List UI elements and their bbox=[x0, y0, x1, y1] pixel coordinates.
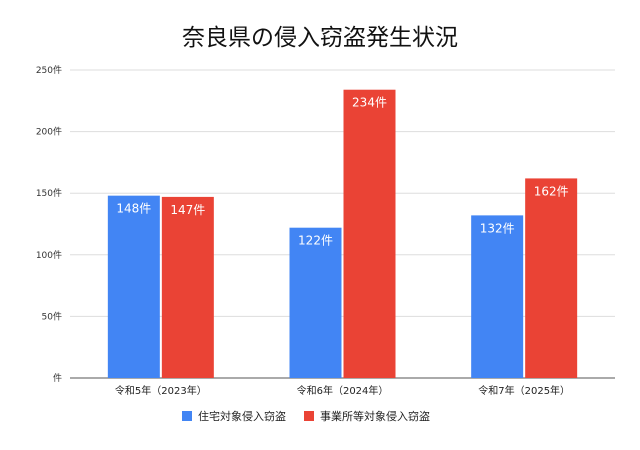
legend-swatch bbox=[304, 411, 314, 421]
bar bbox=[343, 89, 396, 378]
data-label: 147件 bbox=[170, 203, 205, 217]
x-tick-label: 令和5年（2023年） bbox=[115, 384, 207, 397]
legend-label: 事業所等対象侵入窃盗 bbox=[320, 409, 430, 423]
x-tick-label: 令和7年（2025年） bbox=[478, 384, 570, 397]
data-label: 148件 bbox=[116, 202, 151, 216]
y-axis: 件 50件 100件 150件 200件 250件 bbox=[36, 64, 62, 384]
data-label: 234件 bbox=[352, 96, 387, 110]
data-label: 122件 bbox=[298, 234, 333, 248]
bar bbox=[525, 178, 578, 378]
data-labels: 148件 147件 122件 234件 132件 162件 bbox=[116, 96, 568, 248]
legend: 住宅対象侵入窃盗 事業所等対象侵入窃盗 bbox=[182, 409, 430, 423]
bar bbox=[161, 196, 214, 378]
gridlines bbox=[70, 69, 615, 379]
bar bbox=[107, 195, 160, 378]
y-tick-label: 100件 bbox=[36, 249, 62, 261]
y-tick-label: 件 bbox=[53, 372, 62, 384]
chart-title: 奈良県の侵入窃盗発生状況 bbox=[182, 25, 458, 51]
legend-swatch bbox=[182, 411, 192, 421]
y-tick-label: 200件 bbox=[36, 126, 62, 138]
y-tick-label: 250件 bbox=[36, 64, 62, 76]
data-label: 132件 bbox=[480, 221, 515, 235]
bars bbox=[107, 89, 578, 378]
data-label: 162件 bbox=[534, 184, 569, 198]
x-tick-label: 令和6年（2024年） bbox=[297, 384, 389, 397]
bar bbox=[289, 227, 342, 378]
x-axis: 令和5年（2023年） 令和6年（2024年） 令和7年（2025年） bbox=[115, 384, 570, 397]
bar bbox=[471, 215, 524, 378]
y-tick-label: 150件 bbox=[36, 187, 62, 199]
legend-label: 住宅対象侵入窃盗 bbox=[198, 409, 286, 423]
y-tick-label: 50件 bbox=[42, 310, 62, 322]
